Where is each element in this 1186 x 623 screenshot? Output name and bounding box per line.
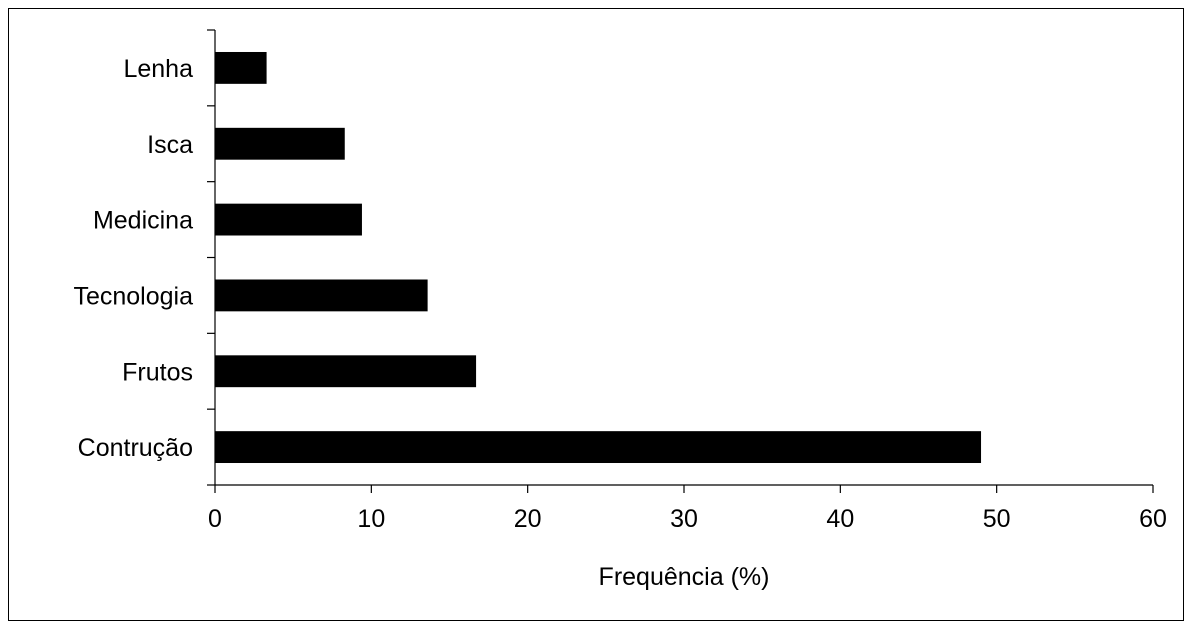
- category-label: Isca: [147, 131, 193, 159]
- category-label: Tecnologia: [73, 282, 193, 310]
- x-tick-label: 40: [826, 505, 854, 533]
- bar-lenha: [215, 51, 267, 84]
- bar-medicina: [215, 203, 362, 236]
- bar-tecnologia: [215, 279, 428, 312]
- category-label: Medicina: [93, 207, 193, 235]
- category-label: Frutos: [122, 358, 193, 386]
- x-tick-label: 60: [1139, 505, 1167, 533]
- category-label: Contrução: [78, 434, 193, 462]
- axes: [207, 29, 1154, 493]
- x-tick-label: 20: [514, 505, 542, 533]
- x-tick-labels: 0 10 20 30 40 50 60: [208, 505, 1167, 533]
- bars: [215, 51, 982, 464]
- bar-isca: [215, 127, 345, 160]
- x-tick-label: 30: [670, 505, 698, 533]
- bar-contru-o: [215, 431, 982, 464]
- category-label: Lenha: [123, 55, 193, 83]
- category-labels: Lenha Isca Medicina Tecnologia Frutos Contruç…: [73, 55, 193, 462]
- chart-frame: [8, 8, 1184, 621]
- x-tick-label: 50: [983, 505, 1011, 533]
- x-tick-label: 0: [208, 505, 222, 533]
- x-tick-label: 10: [357, 505, 385, 533]
- x-axis-title: Frequência (%): [599, 563, 770, 591]
- bar-frutos: [215, 355, 477, 388]
